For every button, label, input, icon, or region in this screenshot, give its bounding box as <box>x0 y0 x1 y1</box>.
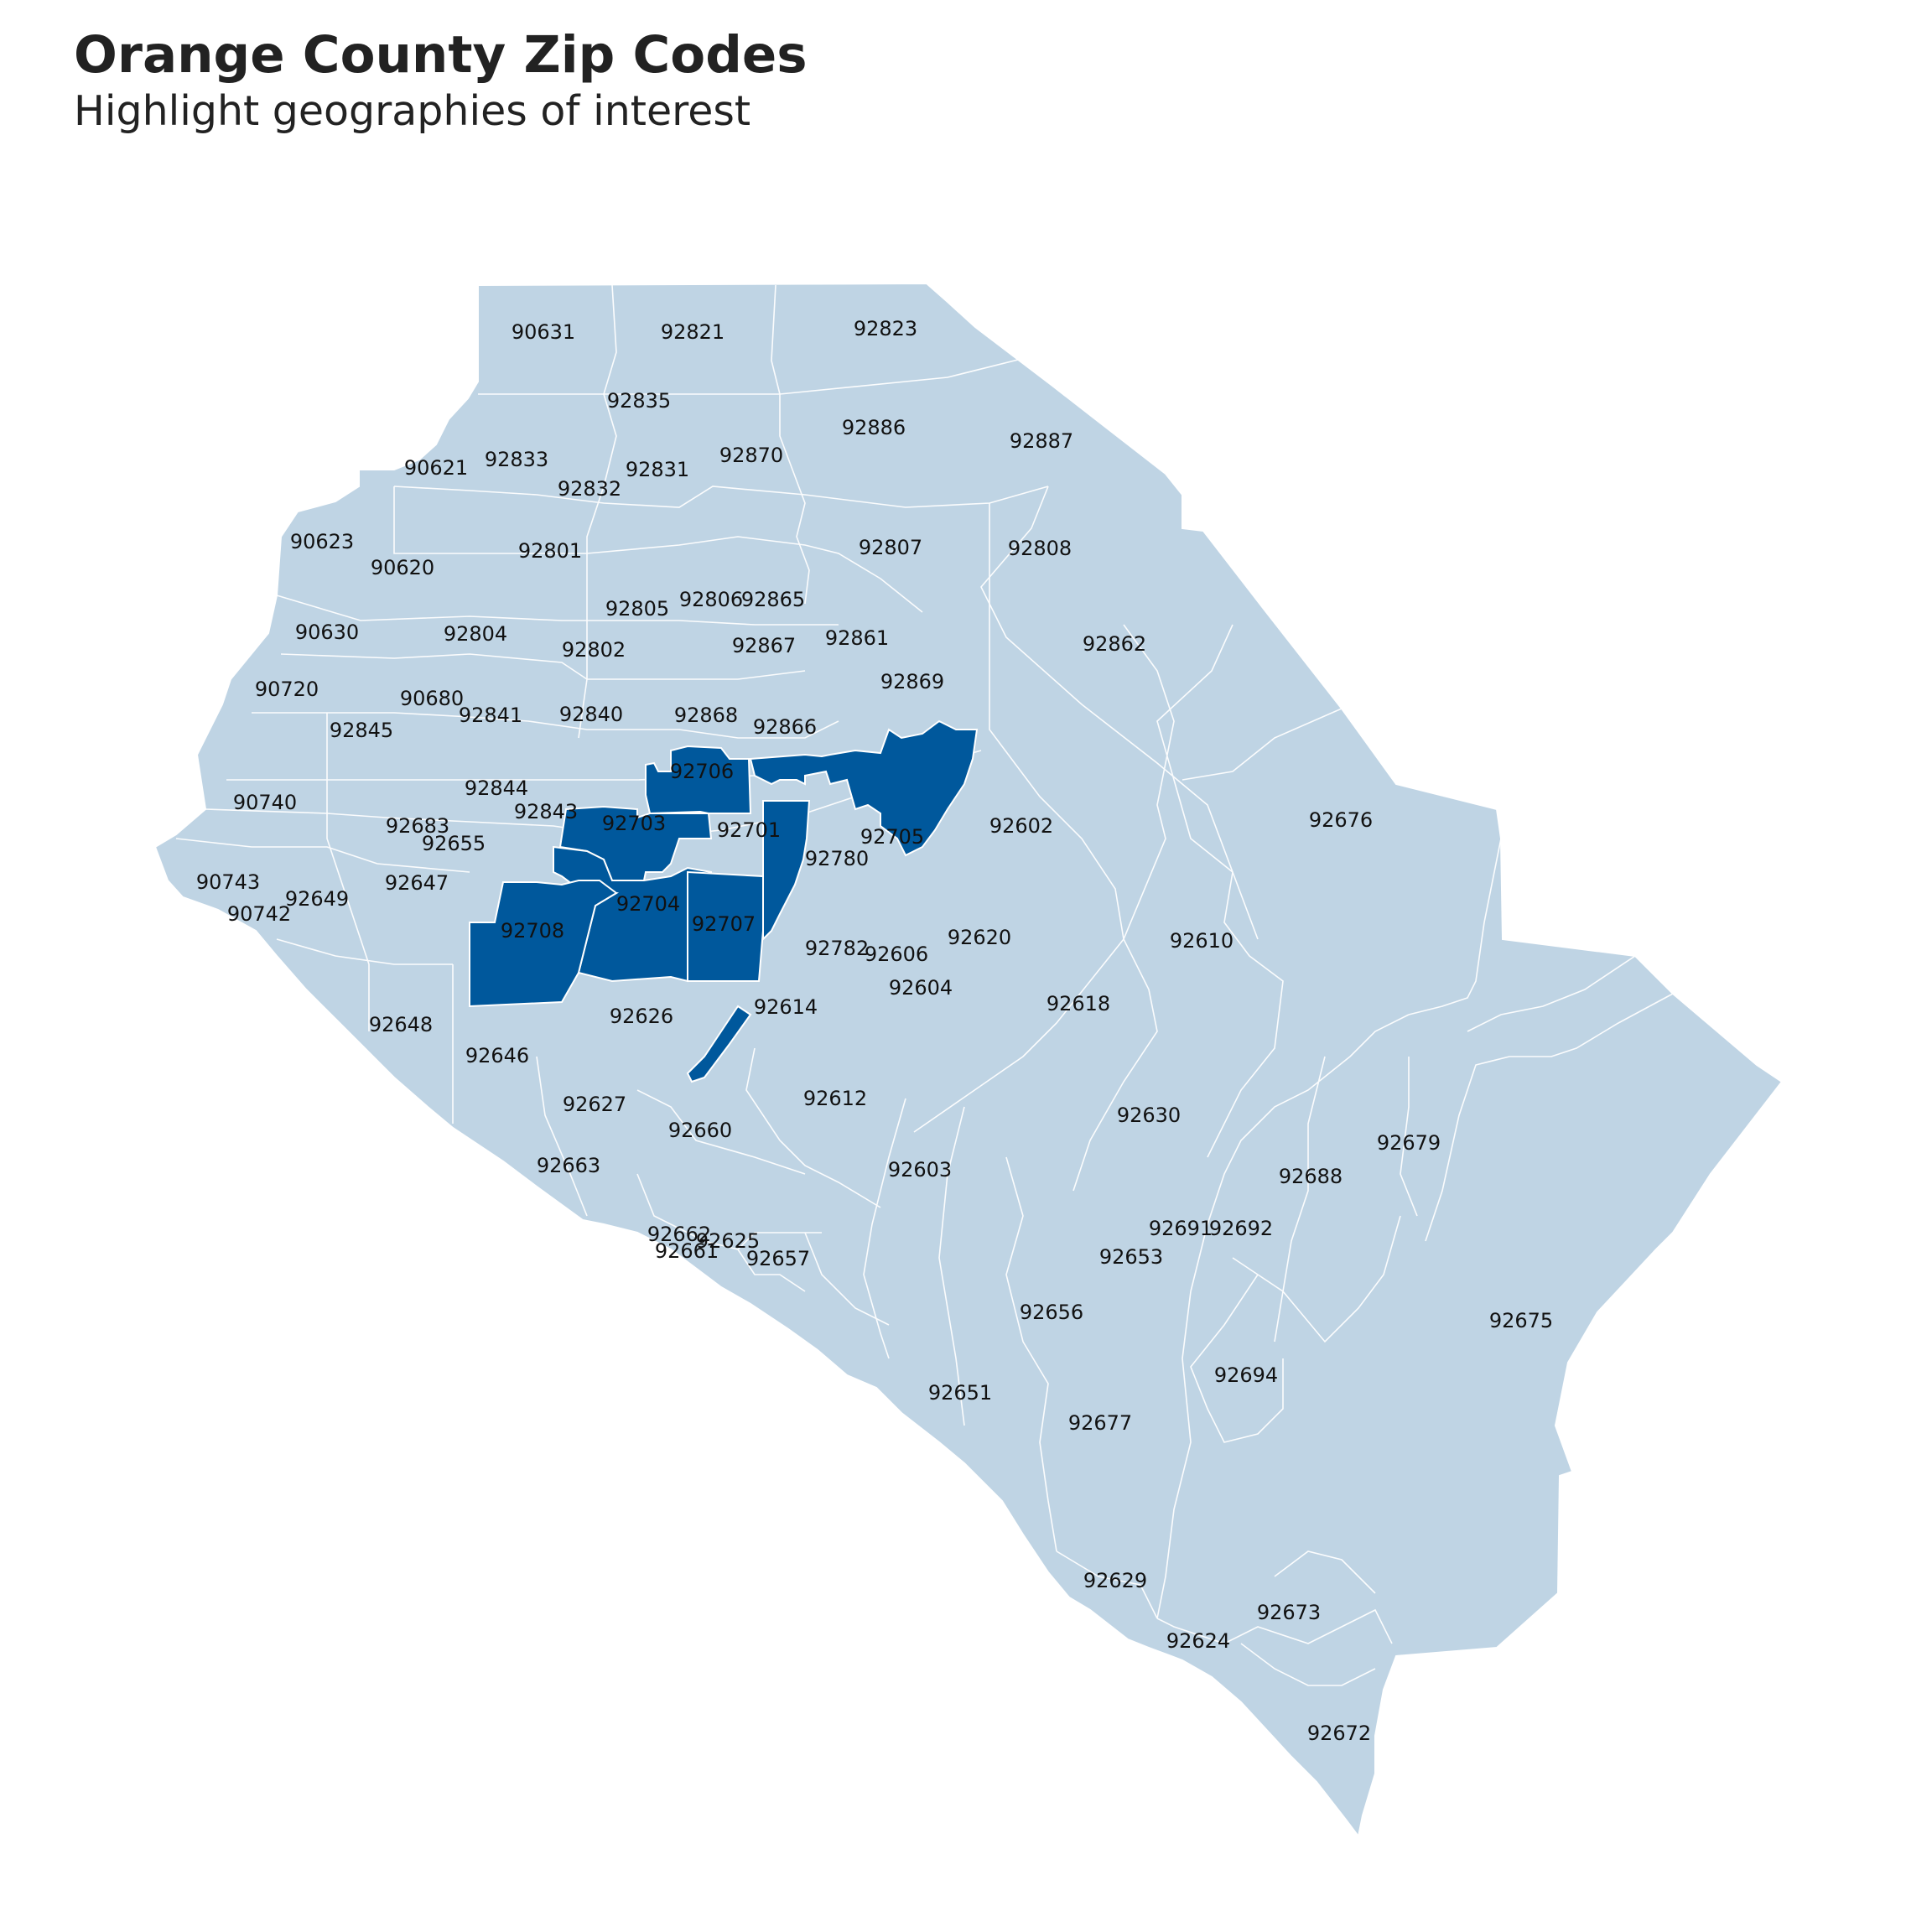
zip-label-92663: 92663 <box>537 1154 600 1177</box>
zip-label-92802: 92802 <box>562 638 626 662</box>
zip-label-92604: 92604 <box>889 976 953 1000</box>
zip-label-92807: 92807 <box>859 536 922 559</box>
zip-label-92844: 92844 <box>465 776 528 800</box>
zip-label-90743: 90743 <box>196 870 260 894</box>
zip-label-92610: 92610 <box>1170 929 1233 953</box>
zip-label-92806: 92806 <box>679 588 743 611</box>
zip-label-92708: 92708 <box>501 919 564 943</box>
zip-label-92868: 92868 <box>674 704 738 727</box>
zip-label-90631: 90631 <box>512 320 575 344</box>
zip-label-92677: 92677 <box>1068 1411 1132 1435</box>
zip-label-92656: 92656 <box>1020 1301 1083 1324</box>
zip-label-92843: 92843 <box>514 800 578 823</box>
zip-label-92672: 92672 <box>1307 1722 1371 1745</box>
zip-label-92841: 92841 <box>459 704 522 727</box>
zip-label-92646: 92646 <box>465 1044 529 1067</box>
zip-label-92801: 92801 <box>518 539 582 563</box>
zip-label-92705: 92705 <box>860 825 924 849</box>
zip-label-92861: 92861 <box>825 626 889 650</box>
zip-label-92887: 92887 <box>1010 429 1073 453</box>
zip-label-92626: 92626 <box>610 1005 673 1028</box>
zip-label-92835: 92835 <box>607 389 671 413</box>
map-title: Orange County Zip Codes <box>74 25 808 85</box>
zip-label-92821: 92821 <box>661 320 724 344</box>
zip-label-92886: 92886 <box>842 416 906 439</box>
zip-92707-east-area <box>762 800 811 942</box>
zip-label-92630: 92630 <box>1117 1104 1181 1127</box>
zip-label-92804: 92804 <box>444 622 507 646</box>
zip-label-90720: 90720 <box>255 678 319 701</box>
zip-label-92832: 92832 <box>558 477 621 501</box>
zip-label-92673: 92673 <box>1257 1601 1321 1624</box>
zip-label-92647: 92647 <box>385 871 449 895</box>
zip-92705-area <box>749 719 979 857</box>
zip-label-92840: 92840 <box>559 703 623 726</box>
zip-label-92676: 92676 <box>1309 808 1373 832</box>
zip-label-92845: 92845 <box>330 719 393 742</box>
zip-label-92683: 92683 <box>386 814 449 838</box>
zip-label-92679: 92679 <box>1377 1131 1441 1155</box>
zip-label-92866: 92866 <box>753 715 817 739</box>
map-subtitle: Highlight geographies of interest <box>74 87 751 135</box>
zip-boundaries <box>175 284 1674 1686</box>
zip-label-92649: 92649 <box>285 887 349 911</box>
zip-label-92691: 92691 <box>1149 1217 1213 1240</box>
zip-label-92627: 92627 <box>563 1093 626 1116</box>
zip-label-92862: 92862 <box>1083 632 1146 656</box>
zip-label-92624: 92624 <box>1166 1629 1230 1653</box>
zip-label-92703: 92703 <box>602 812 666 835</box>
zip-label-92606: 92606 <box>865 943 928 966</box>
zip-label-90680: 90680 <box>400 687 464 710</box>
zip-label-90740: 90740 <box>233 791 297 814</box>
zip-label-92865: 92865 <box>741 588 805 611</box>
zip-label-90742: 90742 <box>227 902 291 926</box>
zip-label-90621: 90621 <box>404 456 468 480</box>
zip-label-92867: 92867 <box>732 634 796 657</box>
zip-label-92808: 92808 <box>1008 537 1072 560</box>
zip-label-92704: 92704 <box>616 892 680 916</box>
zip-label-92618: 92618 <box>1046 992 1110 1015</box>
zip-92708-area <box>469 880 618 1008</box>
zip-label-92657: 92657 <box>746 1247 810 1270</box>
zip-label-92870: 92870 <box>719 444 783 467</box>
zip-label-92625: 92625 <box>696 1229 760 1253</box>
zip-label-92694: 92694 <box>1214 1363 1278 1387</box>
zip-label-92701: 92701 <box>717 818 781 842</box>
zip-92614-area <box>686 1005 752 1083</box>
zip-labels: 90631 92821 92823 92835 92886 92887 90621 92833… <box>196 317 1553 1745</box>
zip-label-92603: 92603 <box>888 1158 952 1182</box>
zip-label-92688: 92688 <box>1279 1165 1343 1188</box>
zip-label-92780: 92780 <box>805 847 869 870</box>
zip-label-92602: 92602 <box>989 814 1053 838</box>
zip-label-92833: 92833 <box>485 448 548 471</box>
zip-label-92629: 92629 <box>1083 1569 1147 1592</box>
zip-label-92823: 92823 <box>854 317 917 340</box>
zip-label-92707: 92707 <box>692 912 756 936</box>
zip-label-90620: 90620 <box>371 556 434 579</box>
zip-label-92805: 92805 <box>605 597 669 621</box>
zip-label-90630: 90630 <box>295 621 359 644</box>
zip-label-92648: 92648 <box>369 1013 433 1036</box>
zip-label-92662: 92662 <box>647 1223 711 1246</box>
zip-label-92782: 92782 <box>805 937 869 960</box>
zip-label-92675: 92675 <box>1489 1309 1553 1332</box>
zip-label-92869: 92869 <box>880 670 944 693</box>
zip-label-92692: 92692 <box>1209 1217 1273 1240</box>
zip-label-92831: 92831 <box>626 458 689 481</box>
zip-label-92614: 92614 <box>754 995 818 1019</box>
zip-label-92620: 92620 <box>948 926 1011 949</box>
zip-label-92612: 92612 <box>803 1087 867 1110</box>
zip-label-92660: 92660 <box>668 1119 732 1142</box>
zip-label-92655: 92655 <box>422 832 486 855</box>
zip-label-92706: 92706 <box>670 760 734 783</box>
zip-label-92653: 92653 <box>1099 1245 1163 1269</box>
highlighted-zips <box>469 719 979 1083</box>
zip-label-92651: 92651 <box>928 1381 992 1405</box>
zip-label-90623: 90623 <box>290 530 354 553</box>
county-base-shape <box>153 282 1784 1839</box>
zip-label-92661: 92661 <box>655 1239 719 1263</box>
